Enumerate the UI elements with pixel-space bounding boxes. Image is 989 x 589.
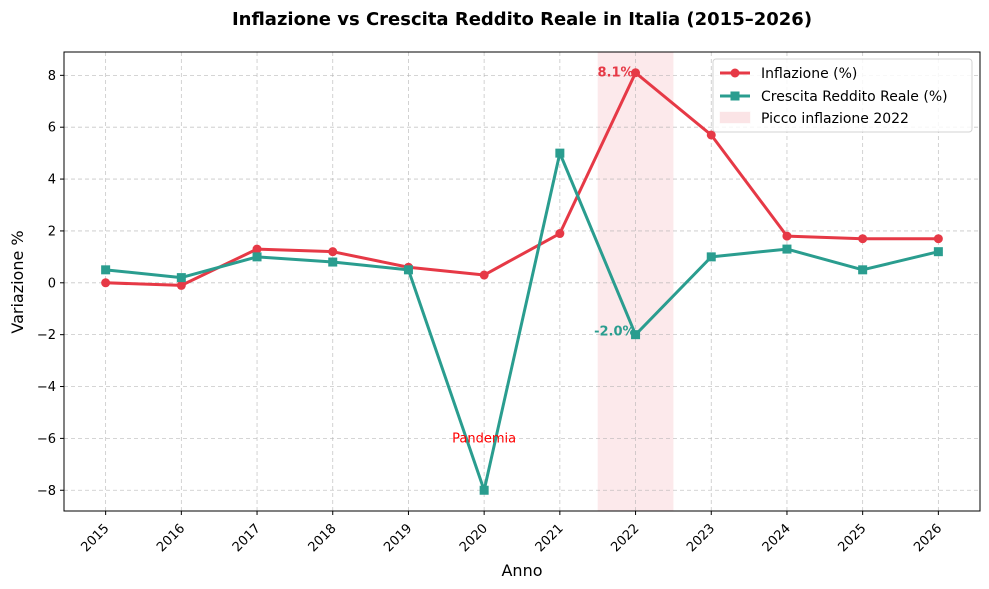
inflation-point: [555, 229, 565, 239]
inflation-point: [328, 247, 338, 257]
plot-frame: [63, 51, 981, 512]
real-income-point: [782, 244, 792, 254]
real-income-point: [176, 273, 186, 283]
x-tick-label: 2019: [381, 521, 415, 555]
x-tick-label: 2020: [457, 521, 491, 555]
real-income-point: [933, 247, 943, 257]
real-income-line: [105, 151, 939, 492]
annotation-pandemic: Pandemia: [452, 431, 516, 446]
inflation-point: [933, 234, 943, 244]
chart-title: Inflazione vs Crescita Reddito Reale in …: [232, 9, 812, 30]
inflation-line: [105, 71, 939, 287]
legend-label: Picco inflazione 2022: [761, 111, 909, 127]
y-axis-label: Variazione %: [8, 230, 27, 333]
inflation-point: [631, 68, 641, 78]
real-income-point: [555, 148, 565, 158]
annotation-peak-inflation: 8.1%: [597, 66, 633, 81]
y-tick-label: 2: [48, 224, 56, 239]
inflation-point: [176, 280, 186, 290]
real-income-point: [706, 252, 716, 262]
y-tick-label: 0: [48, 276, 56, 291]
y-tick-label: 6: [48, 121, 56, 136]
legend-label: Inflazione (%): [761, 66, 857, 82]
annotation-income-drop: -2.0%: [594, 325, 635, 340]
x-tick-label: 2026: [911, 521, 945, 555]
x-tick-label: 2024: [760, 521, 794, 555]
highlight-span: [597, 52, 674, 511]
x-tick-label: 2016: [154, 521, 188, 555]
y-tick-label: −2: [37, 328, 56, 343]
x-tick-label: 2015: [78, 521, 112, 555]
real-income-point: [631, 330, 641, 340]
x-tick-label: 2018: [306, 521, 340, 555]
real-income-point: [858, 265, 868, 275]
inflation-point: [706, 130, 716, 140]
x-axis-label: Anno: [501, 561, 542, 580]
legend: Inflazione (%) Crescita Reddito Reale (%)…: [712, 58, 973, 133]
real-income-point: [328, 257, 338, 267]
legend-box: [712, 58, 973, 133]
y-tick-label: −8: [37, 484, 56, 499]
legend-label: Crescita Reddito Reale (%): [761, 89, 948, 105]
y-tick-label: −4: [37, 380, 56, 395]
y-tick-label: 8: [48, 69, 56, 84]
x-tick-label: 2021: [533, 521, 567, 555]
inflation-point: [479, 270, 489, 280]
real-income-point: [403, 265, 413, 275]
y-tick-label: −6: [37, 432, 56, 447]
real-income-point: [479, 485, 489, 495]
real-income-point: [252, 252, 262, 262]
x-tick-label: 2025: [835, 521, 869, 555]
inflation-point: [252, 244, 262, 254]
x-tick-label: 2022: [608, 521, 642, 555]
legend-marker: [730, 91, 740, 101]
x-tick-label: 2017: [230, 521, 264, 555]
x-tick-label: 2023: [684, 521, 718, 555]
inflation-point: [782, 231, 792, 241]
inflation-point: [101, 278, 111, 288]
y-tick-label: 4: [48, 173, 56, 188]
legend-marker: [730, 68, 740, 78]
real-income-point: [101, 265, 111, 275]
inflation-point: [858, 234, 868, 244]
legend-span-patch: [719, 111, 751, 124]
